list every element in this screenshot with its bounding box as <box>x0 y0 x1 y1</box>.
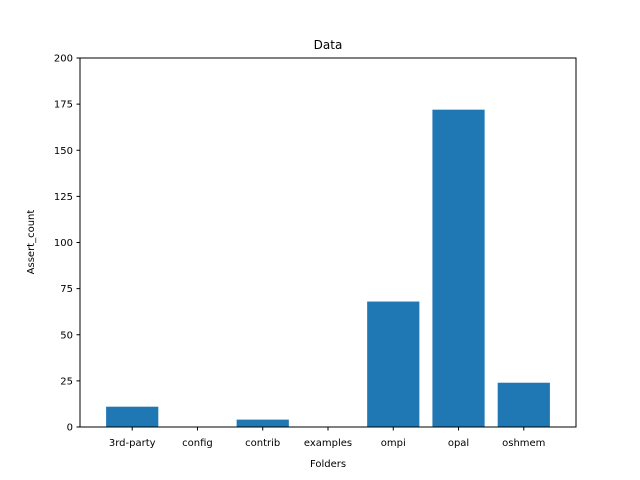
y-axis-label: Assert_count <box>26 210 37 275</box>
x-axis: 3rd-party config contrib examples ompi opal os… <box>109 427 545 449</box>
y-tick-label: 200 <box>54 54 73 65</box>
x-tick-label: examples <box>304 438 352 449</box>
x-tick-label: contrib <box>245 438 280 449</box>
bar-3rd-party <box>106 406 159 427</box>
bar-ompi <box>367 301 420 427</box>
y-tick-label: 75 <box>60 284 73 295</box>
x-tick-label: opal <box>448 438 469 449</box>
plot-frame <box>79 57 577 428</box>
x-tick-label: oshmem <box>502 438 545 449</box>
y-tick-label: 125 <box>54 192 73 203</box>
x-axis-label: Folders <box>310 459 346 470</box>
y-tick-label: 50 <box>60 330 73 341</box>
y-tick-label: 25 <box>60 376 73 387</box>
y-tick-label: 100 <box>54 238 73 249</box>
chart-title: Data <box>314 38 343 52</box>
y-tick-label: 0 <box>67 423 73 434</box>
bars-group <box>106 109 550 427</box>
y-tick-label: 175 <box>54 100 73 111</box>
x-tick-label: config <box>182 438 213 449</box>
x-tick-label: 3rd-party <box>109 438 156 449</box>
bar-contrib <box>236 419 289 427</box>
y-axis: 0 25 50 75 100 125 150 175 200 <box>54 54 80 434</box>
bar-oshmem <box>497 382 550 427</box>
x-tick-label: ompi <box>381 438 406 449</box>
bar-opal <box>432 109 485 427</box>
y-tick-label: 150 <box>54 146 73 157</box>
